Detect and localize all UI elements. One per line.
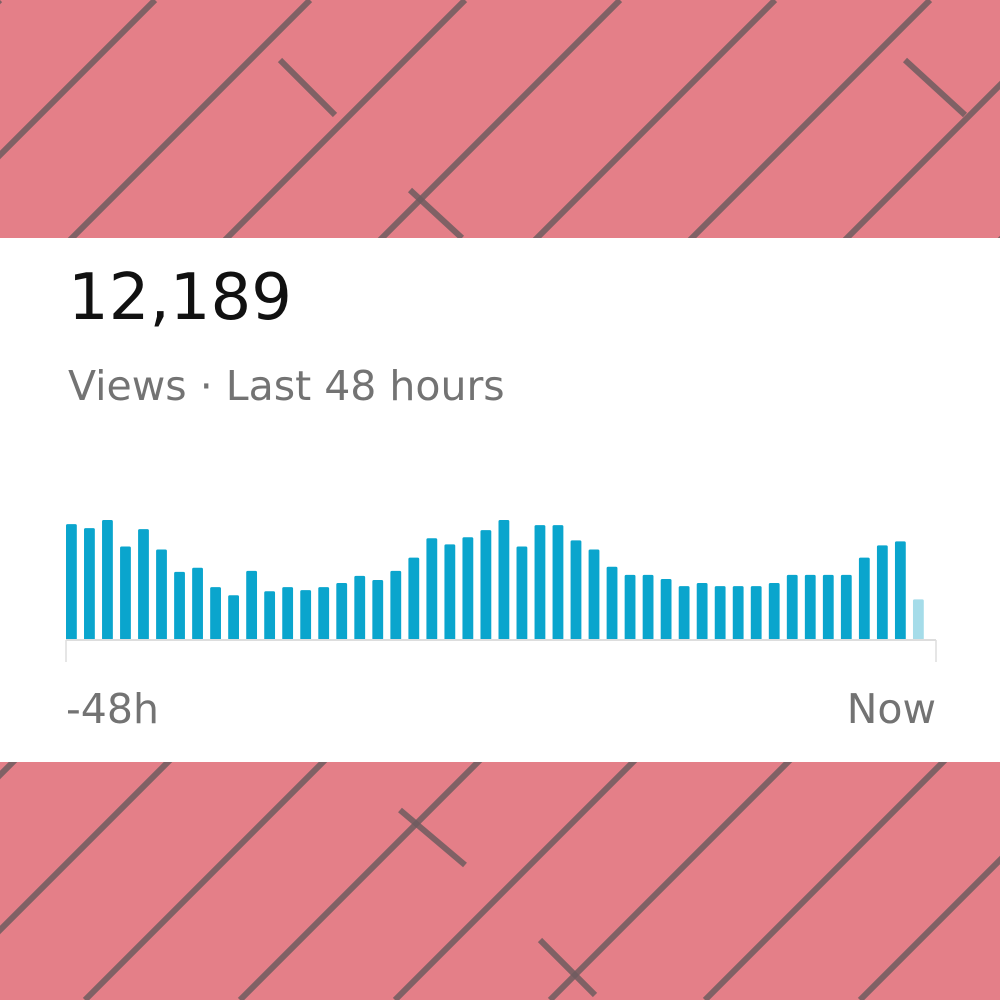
bar [228, 595, 239, 640]
bar [588, 549, 600, 640]
bar [750, 586, 762, 640]
bar [804, 574, 816, 640]
bar [174, 571, 185, 640]
views-total: 12,189 [68, 261, 292, 335]
bar [768, 583, 780, 640]
bar [642, 574, 654, 640]
bar [192, 567, 203, 640]
bar [876, 545, 888, 640]
bar [84, 528, 95, 640]
bar [210, 587, 221, 640]
bar [570, 540, 582, 640]
bar [624, 574, 636, 640]
x-axis-start-label: -48h [66, 685, 159, 733]
stats-card [0, 238, 1000, 762]
bar [120, 546, 131, 640]
bar [426, 538, 438, 640]
bar [606, 566, 618, 640]
bar [102, 520, 113, 640]
bar [480, 530, 492, 640]
bar [840, 574, 852, 640]
bar [282, 587, 294, 640]
bar [894, 541, 906, 640]
bar [462, 537, 474, 640]
bar [354, 575, 366, 640]
bar [822, 574, 834, 640]
bar [156, 549, 167, 640]
bar [318, 587, 330, 640]
bar [246, 570, 258, 640]
bar [444, 544, 456, 640]
views-bar-chart: -48h Now [65, 520, 937, 733]
bar [696, 583, 708, 640]
bar [678, 586, 690, 640]
bar [408, 557, 420, 640]
bar [66, 524, 77, 640]
bar [732, 586, 744, 640]
bar [300, 590, 312, 640]
bar [336, 583, 348, 640]
views-period-label: Views · Last 48 hours [68, 362, 505, 410]
bar [714, 586, 726, 640]
bar [138, 529, 149, 640]
bar [372, 580, 384, 640]
bar [552, 525, 564, 640]
x-axis-end-label: Now [847, 685, 936, 733]
bar [786, 574, 798, 640]
bar [516, 546, 528, 640]
bar [858, 557, 870, 640]
bar [534, 525, 546, 640]
bar [264, 591, 276, 640]
bar [660, 578, 672, 640]
bar-current-hour [912, 599, 924, 640]
bar [390, 570, 402, 640]
bar [498, 520, 510, 640]
